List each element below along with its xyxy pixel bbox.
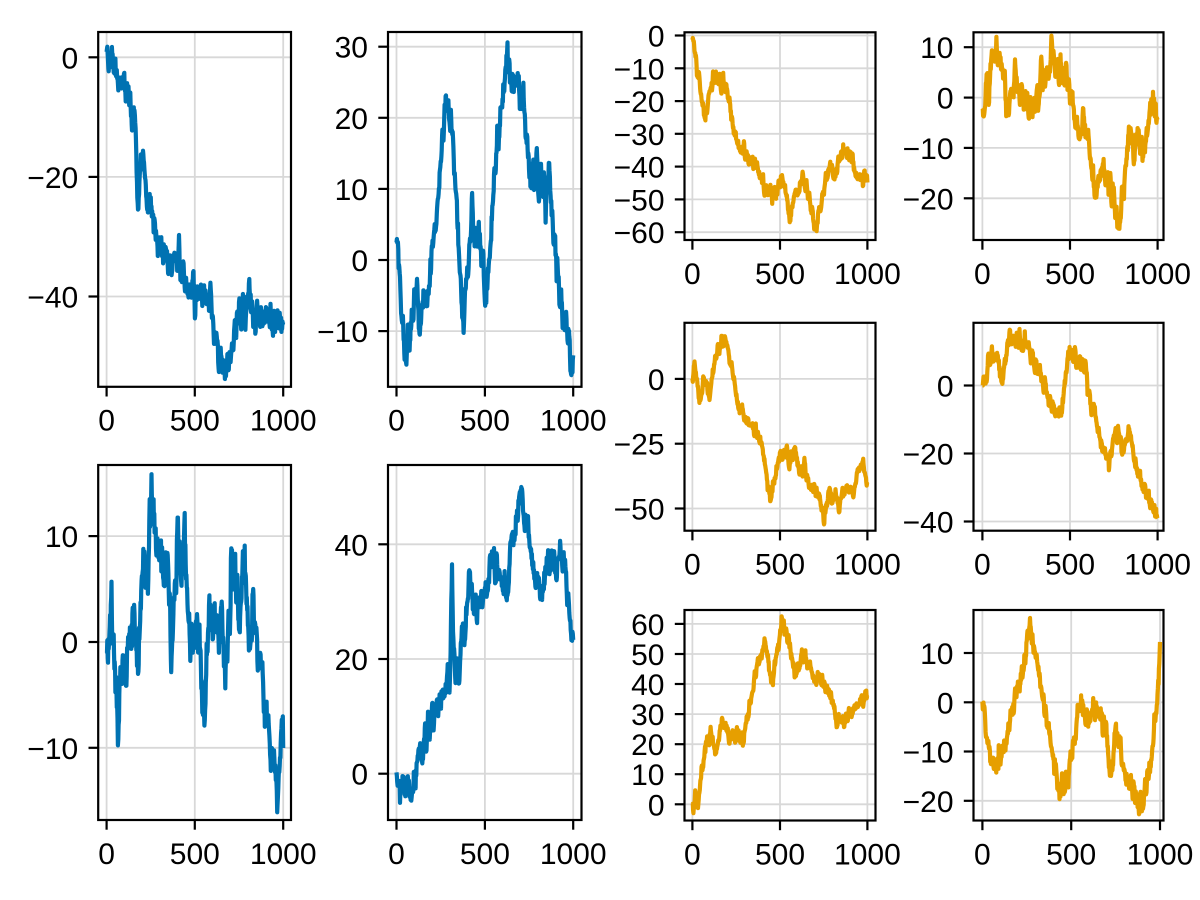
svg-text:0: 0 xyxy=(974,549,991,582)
svg-text:1000: 1000 xyxy=(1124,549,1191,582)
svg-text:40: 40 xyxy=(335,529,368,562)
svg-text:−20: −20 xyxy=(27,162,78,195)
svg-text:500: 500 xyxy=(460,405,510,438)
svg-text:0: 0 xyxy=(98,405,115,438)
svg-text:−40: −40 xyxy=(903,507,954,540)
svg-text:20: 20 xyxy=(335,644,368,677)
svg-text:0: 0 xyxy=(684,838,701,871)
svg-text:500: 500 xyxy=(1045,258,1095,291)
svg-text:500: 500 xyxy=(1046,838,1096,871)
svg-text:10: 10 xyxy=(631,759,664,792)
svg-text:0: 0 xyxy=(937,83,954,116)
svg-text:−10: −10 xyxy=(903,133,954,166)
svg-text:500: 500 xyxy=(755,258,805,291)
svg-text:20: 20 xyxy=(631,729,664,762)
svg-text:0: 0 xyxy=(648,789,665,822)
svg-text:−10: −10 xyxy=(317,316,368,349)
svg-text:10: 10 xyxy=(920,32,953,65)
svg-text:1000: 1000 xyxy=(540,838,607,871)
svg-text:−10: −10 xyxy=(614,53,665,86)
svg-text:−10: −10 xyxy=(903,737,954,770)
svg-text:1000: 1000 xyxy=(834,549,901,582)
svg-text:−30: −30 xyxy=(614,119,665,152)
svg-text:−20: −20 xyxy=(903,786,954,819)
svg-text:1000: 1000 xyxy=(834,838,901,871)
svg-text:0: 0 xyxy=(648,364,665,397)
svg-text:0: 0 xyxy=(351,245,368,278)
svg-text:30: 30 xyxy=(631,699,664,732)
svg-text:0: 0 xyxy=(388,838,405,871)
svg-text:−10: −10 xyxy=(27,733,78,766)
svg-text:500: 500 xyxy=(460,838,510,871)
svg-text:1000: 1000 xyxy=(1124,258,1191,291)
svg-text:−20: −20 xyxy=(614,86,665,119)
svg-text:500: 500 xyxy=(755,549,805,582)
svg-text:1000: 1000 xyxy=(834,258,901,291)
svg-text:40: 40 xyxy=(631,669,664,702)
svg-text:1000: 1000 xyxy=(540,405,607,438)
svg-text:500: 500 xyxy=(1045,549,1095,582)
svg-text:60: 60 xyxy=(631,609,664,642)
svg-text:10: 10 xyxy=(920,638,953,671)
svg-text:0: 0 xyxy=(388,405,405,438)
svg-text:500: 500 xyxy=(170,838,220,871)
svg-text:0: 0 xyxy=(351,759,368,792)
svg-text:−60: −60 xyxy=(614,217,665,250)
svg-text:0: 0 xyxy=(974,258,991,291)
svg-text:50: 50 xyxy=(631,639,664,672)
svg-text:−50: −50 xyxy=(614,494,665,527)
svg-text:1000: 1000 xyxy=(1127,838,1194,871)
svg-text:−40: −40 xyxy=(27,282,78,315)
svg-text:0: 0 xyxy=(974,838,991,871)
svg-text:30: 30 xyxy=(335,32,368,65)
svg-text:−50: −50 xyxy=(614,184,665,217)
svg-text:−20: −20 xyxy=(903,183,954,216)
svg-text:0: 0 xyxy=(648,21,665,54)
svg-text:0: 0 xyxy=(937,371,954,404)
svg-text:0: 0 xyxy=(98,838,115,871)
svg-text:10: 10 xyxy=(45,521,78,554)
svg-text:1000: 1000 xyxy=(250,838,317,871)
svg-text:500: 500 xyxy=(170,405,220,438)
svg-text:0: 0 xyxy=(684,258,701,291)
svg-text:20: 20 xyxy=(335,103,368,136)
svg-text:0: 0 xyxy=(684,549,701,582)
svg-text:−40: −40 xyxy=(614,152,665,185)
svg-text:10: 10 xyxy=(335,174,368,207)
svg-text:−20: −20 xyxy=(903,439,954,472)
svg-text:0: 0 xyxy=(62,42,79,75)
svg-text:500: 500 xyxy=(755,838,805,871)
svg-text:0: 0 xyxy=(62,627,79,660)
svg-text:1000: 1000 xyxy=(250,405,317,438)
svg-text:−25: −25 xyxy=(614,429,665,462)
svg-text:0: 0 xyxy=(937,687,954,720)
